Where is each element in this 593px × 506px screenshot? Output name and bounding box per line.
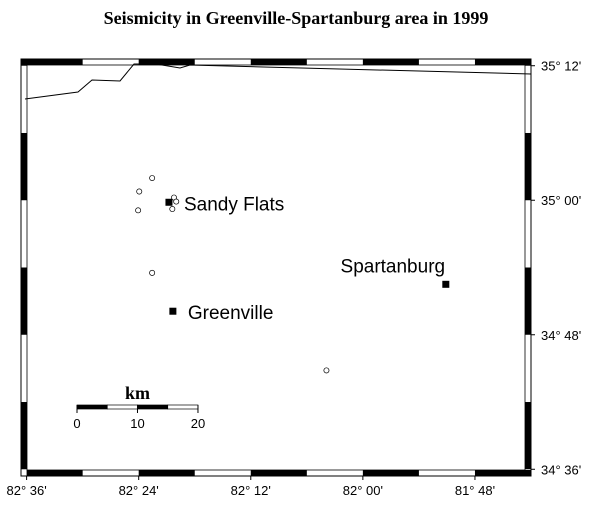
y-tick-label: 34° 36' — [541, 462, 581, 477]
border-segment — [250, 470, 307, 476]
scale-tick-label: 0 — [73, 416, 80, 431]
frame-inner — [26, 64, 526, 471]
y-tick-label: 34° 48' — [541, 328, 581, 343]
border-segment — [525, 59, 531, 66]
scale-segment — [167, 404, 199, 410]
earthquake — [173, 198, 180, 205]
scale-segment — [106, 404, 138, 410]
city-marker — [169, 307, 177, 315]
city-marker — [165, 198, 173, 206]
x-tick-label: 82° 12' — [231, 483, 271, 498]
border-segment — [474, 470, 531, 476]
scale-segment — [137, 404, 169, 410]
border-segment — [362, 59, 419, 65]
x-tick-label: 82° 36' — [6, 483, 46, 498]
y-tick-label: 35° 00' — [541, 193, 581, 208]
border-segment — [525, 402, 531, 470]
border-segment — [21, 59, 27, 66]
border-segment — [21, 132, 27, 201]
earthquake — [323, 367, 330, 374]
city-label: Spartanburg — [341, 256, 446, 277]
earthquake — [149, 269, 156, 276]
x-tick-label: 81° 48' — [455, 483, 495, 498]
x-tick-label: 82° 24' — [119, 483, 159, 498]
y-tick-label: 35° 12' — [541, 59, 581, 74]
earthquake — [149, 175, 156, 181]
border-segment — [138, 59, 195, 65]
border-segment — [525, 267, 531, 335]
x-tick-label: 82° 00' — [343, 483, 383, 498]
scale-segment — [76, 404, 108, 410]
map-title: Seismicity in Greenville-Spartanburg are… — [104, 8, 489, 28]
city-marker — [442, 280, 450, 288]
border-segment — [138, 470, 195, 476]
border-segment — [250, 59, 307, 65]
state-border — [24, 63, 532, 100]
earthquake — [136, 188, 143, 195]
border-segment — [525, 132, 531, 201]
scale-tick-label: 10 — [130, 416, 144, 431]
frame-box — [20, 58, 532, 477]
border-segment — [26, 470, 83, 476]
frame — [20, 58, 532, 477]
scale-label: km — [125, 383, 150, 403]
earthquake — [169, 206, 176, 212]
city-label: Greenville — [188, 303, 274, 324]
border-segment — [26, 59, 83, 65]
scale-tick-label: 20 — [191, 416, 205, 431]
border-segment — [21, 402, 27, 470]
border-segment — [21, 267, 27, 335]
border-segment — [362, 470, 419, 476]
city-label: Sandy Flats — [184, 194, 284, 215]
border-segment — [474, 59, 531, 65]
earthquake — [135, 207, 142, 214]
